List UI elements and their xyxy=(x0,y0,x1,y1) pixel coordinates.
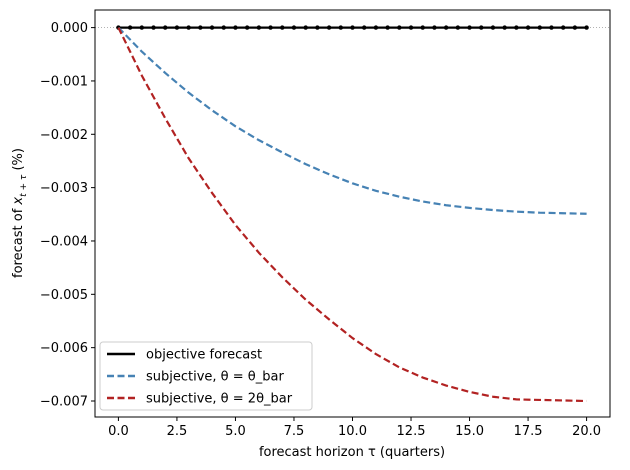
series-point xyxy=(303,25,308,30)
legend: objective forecast subjective, θ = θ_bars… xyxy=(99,341,313,411)
series-point xyxy=(127,25,133,30)
series-point xyxy=(443,25,449,30)
x-tick-label: 17.5 xyxy=(514,424,543,439)
series-point xyxy=(490,25,496,30)
series-point xyxy=(467,25,472,30)
series-point xyxy=(385,25,390,30)
y-axis-label-suffix: (%) xyxy=(11,148,26,175)
x-tick-label: 5.0 xyxy=(225,424,246,439)
x-tick-label: 0.0 xyxy=(108,424,129,439)
series-point xyxy=(525,25,531,30)
y-axis-label-var: x xyxy=(11,197,26,206)
legend-label: subjective, θ = 2θ_bar xyxy=(146,392,293,407)
series-point xyxy=(584,25,589,30)
y-axis-label-sub: t + τ xyxy=(19,174,29,197)
x-tick-label: 15.0 xyxy=(455,424,484,439)
series-point xyxy=(350,25,355,30)
series-point xyxy=(408,25,414,30)
x-tick-label: 12.5 xyxy=(397,424,426,439)
y-tick-label: −0.003 xyxy=(40,181,88,196)
series-point xyxy=(326,25,332,30)
series-point xyxy=(233,25,238,30)
series-line-2 xyxy=(117,27,587,403)
series-point xyxy=(397,25,402,30)
series-point xyxy=(537,25,542,30)
series-point xyxy=(174,25,180,30)
series-point xyxy=(315,25,320,30)
x-tick-label: 10.0 xyxy=(338,424,367,439)
series-point xyxy=(198,25,203,30)
series-layer xyxy=(116,25,589,403)
series-point xyxy=(256,25,262,30)
legend-box xyxy=(99,341,313,411)
x-tick-label: 7.5 xyxy=(284,424,305,439)
y-axis-label-prefix: forecast of xyxy=(11,205,26,278)
series-point xyxy=(268,25,273,30)
series-point xyxy=(291,25,297,30)
series-point xyxy=(338,25,343,30)
legend-label: objective forecast xyxy=(146,348,262,363)
y-tick-label: −0.005 xyxy=(40,288,88,303)
series-point xyxy=(373,25,379,30)
y-tick-label: 0.000 xyxy=(51,21,88,36)
y-axis-label: forecast of xt + τ (%) xyxy=(11,148,29,278)
y-tick-label: −0.002 xyxy=(40,128,88,143)
x-axis: 0.0 2.5 5.0 7.5 10.0 12.5 15.0 17.5 20.0 xyxy=(108,417,601,439)
series-point xyxy=(186,25,191,30)
series-point xyxy=(280,25,285,30)
series-point xyxy=(549,25,554,30)
series-point xyxy=(560,25,566,30)
series-point xyxy=(163,25,168,30)
y-tick-label: −0.001 xyxy=(40,74,88,89)
series-point xyxy=(502,25,507,30)
y-axis: 0.000 −0.001 −0.002 −0.003 −0.004 −0.005 −0.00… xyxy=(40,21,95,409)
series-point xyxy=(221,25,226,30)
series-point xyxy=(432,25,437,30)
y-tick-label: −0.007 xyxy=(40,394,88,409)
series-point xyxy=(572,25,578,30)
legend-label: subjective, θ = θ_bar xyxy=(146,370,284,385)
series-point xyxy=(244,25,250,30)
x-axis-label: forecast horizon τ (quarters) xyxy=(259,445,445,460)
y-tick-label: −0.004 xyxy=(40,234,88,249)
series-point xyxy=(479,25,484,30)
series-point xyxy=(514,25,519,30)
series-point xyxy=(209,25,215,30)
x-tick-label: 2.5 xyxy=(167,424,188,439)
series-point xyxy=(362,25,367,30)
series-point xyxy=(151,25,156,30)
x-tick-label: 20.0 xyxy=(572,424,601,439)
series-point xyxy=(455,25,461,30)
series-point xyxy=(139,25,145,30)
y-tick-label: −0.006 xyxy=(40,341,88,356)
series-line-1 xyxy=(117,26,587,215)
series-point xyxy=(420,25,425,30)
